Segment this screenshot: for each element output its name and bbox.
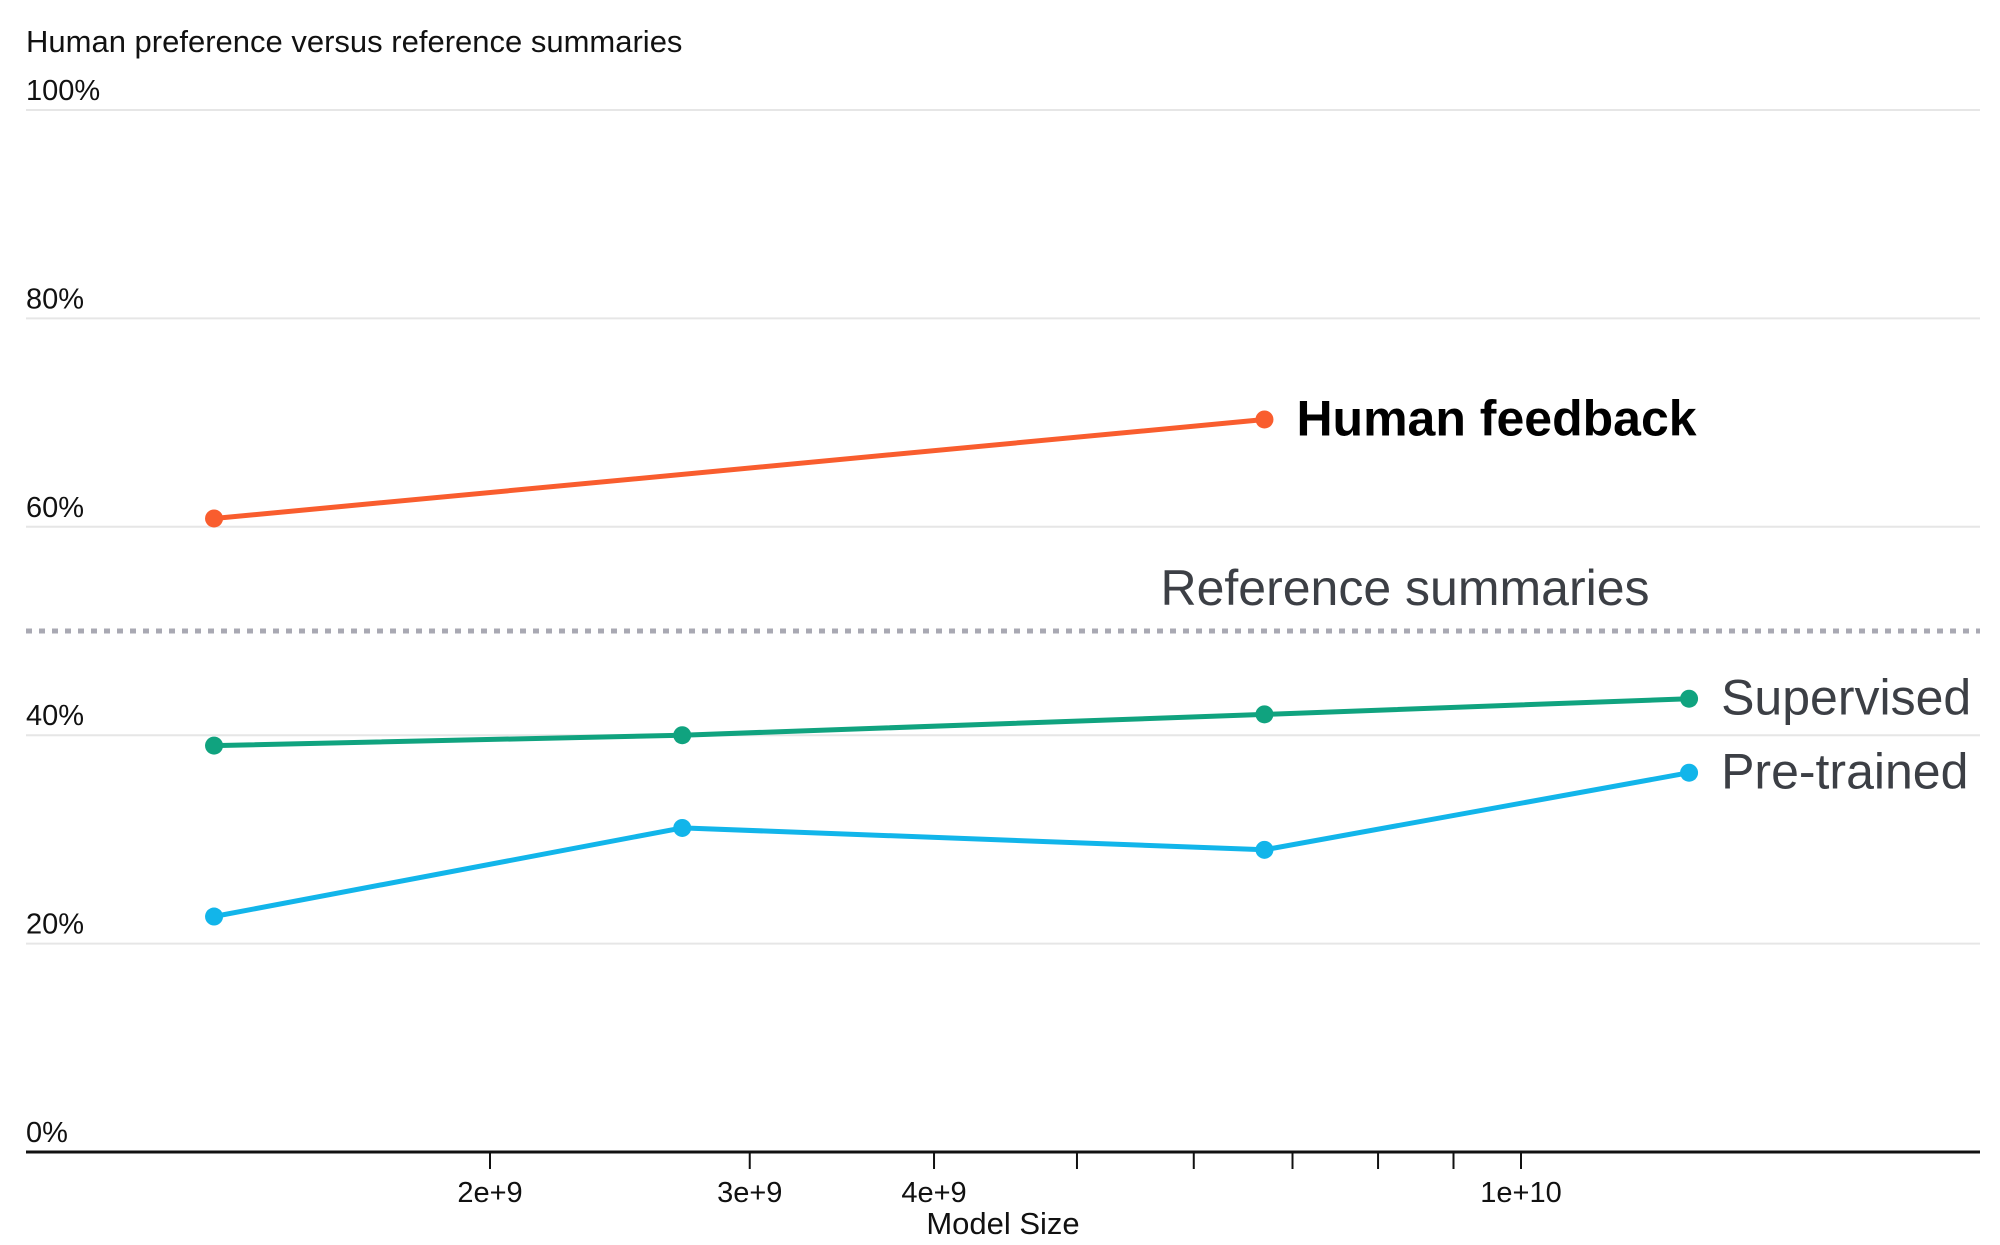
data-point — [1680, 763, 1699, 782]
y-tick-label: 60% — [26, 492, 84, 524]
chart-title: Human preference versus reference summar… — [26, 24, 682, 59]
x-tick-label: 3e+9 — [717, 1177, 782, 1209]
y-tick-label: 80% — [26, 283, 84, 315]
data-point — [673, 818, 692, 837]
x-tick-label: 2e+9 — [457, 1177, 522, 1209]
series-label: Pre-trained — [1721, 744, 1968, 800]
data-point — [205, 509, 224, 528]
data-point — [1255, 705, 1274, 724]
data-point — [205, 907, 224, 926]
reference-line-label: Reference summaries — [1160, 560, 1649, 616]
data-point — [1255, 840, 1274, 859]
series-line-supervised — [211, 696, 1692, 749]
data-point — [205, 736, 224, 755]
x-tick-label: 4e+9 — [901, 1177, 966, 1209]
y-tick-label: 20% — [26, 909, 84, 941]
series-line-pre-trained — [211, 770, 1692, 919]
series-label: Human feedback — [1296, 390, 1696, 446]
data-point — [1255, 410, 1274, 429]
x-axis-label: Model Size — [926, 1206, 1079, 1241]
series-label: Supervised — [1721, 670, 1971, 726]
data-point — [673, 726, 692, 745]
y-tick-label: 0% — [26, 1117, 68, 1149]
data-point — [1680, 689, 1699, 708]
y-tick-label: 40% — [26, 700, 84, 732]
series-line-human-feedback — [211, 417, 1267, 521]
y-tick-label: 100% — [26, 75, 100, 107]
x-tick-label: 1e+10 — [1480, 1177, 1561, 1209]
